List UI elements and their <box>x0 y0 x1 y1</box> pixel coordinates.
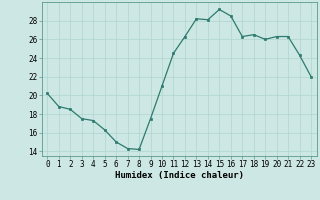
X-axis label: Humidex (Indice chaleur): Humidex (Indice chaleur) <box>115 171 244 180</box>
